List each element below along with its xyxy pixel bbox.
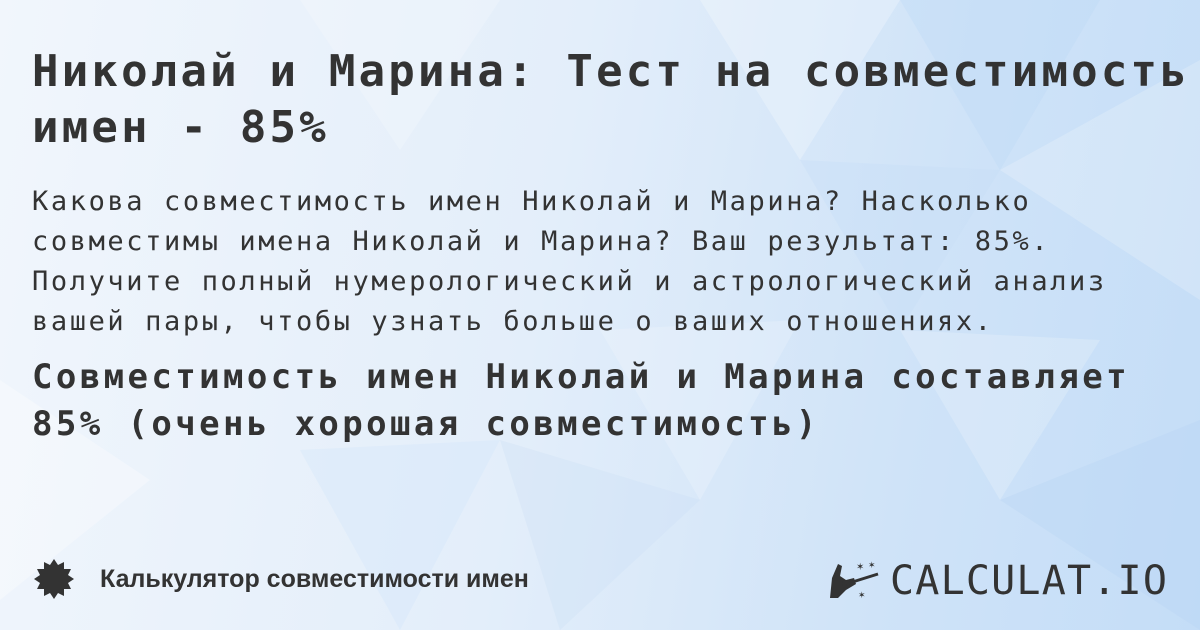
badge-star-icon <box>34 559 74 599</box>
logo-text: CALCULAT.IO <box>890 558 1169 604</box>
calculat-io-logo[interactable]: ✶ ✶ ✶ CALCULAT.IO <box>828 556 1178 606</box>
svg-text:✶: ✶ <box>856 562 864 573</box>
calculator-link[interactable]: Калькулятор совместимости имен <box>100 565 529 593</box>
magic-hand-icon: ✶ ✶ ✶ <box>830 560 879 600</box>
page-title: Николай и Марина: Тест на совместимость … <box>32 46 1190 153</box>
svg-text:✶: ✶ <box>868 560 876 570</box>
result-heading: Совместимость имен Николай и Марина сост… <box>32 357 1131 444</box>
svg-text:✶: ✶ <box>858 590 866 600</box>
description: Какова совместимость имен Николай и Мари… <box>32 186 1107 337</box>
